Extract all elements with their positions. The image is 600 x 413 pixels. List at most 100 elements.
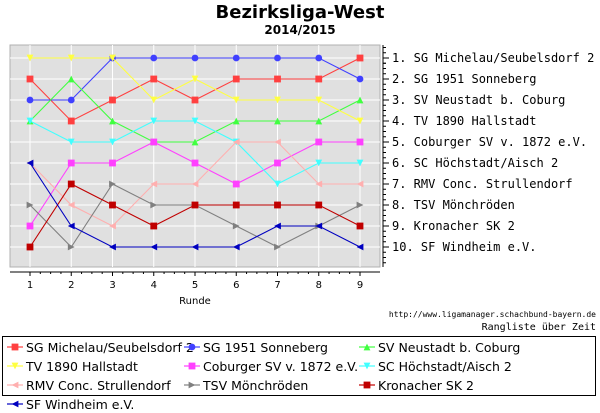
data-point bbox=[315, 138, 323, 146]
y-tick-label: 6. SC Höchstadt/Aisch 2 bbox=[392, 156, 558, 170]
legend-marker bbox=[11, 343, 19, 351]
legend-swatch bbox=[359, 381, 375, 389]
data-point bbox=[150, 180, 158, 188]
legend-swatch bbox=[7, 400, 23, 408]
data-point bbox=[274, 75, 281, 83]
series-3 bbox=[26, 75, 364, 146]
data-point bbox=[315, 54, 323, 62]
legend-label: TSV Mönchröden bbox=[203, 377, 309, 393]
data-point bbox=[67, 54, 75, 62]
data-point bbox=[109, 96, 116, 104]
data-point bbox=[356, 138, 364, 146]
x-tick-label: 2 bbox=[68, 280, 74, 291]
data-point bbox=[67, 201, 75, 209]
data-point bbox=[315, 222, 323, 230]
data-point bbox=[356, 96, 364, 104]
data-point bbox=[67, 138, 75, 146]
data-point bbox=[191, 201, 199, 209]
rank-chart: 1. SG Michelau/Seubelsdorf 2 2. SG 1951 S… bbox=[9, 44, 594, 307]
y-tick-label: 1. SG Michelau/Seubelsdorf 2 bbox=[392, 51, 594, 65]
series-lines bbox=[26, 54, 364, 251]
legend-item: Coburger SV v. 1872 e.V. bbox=[184, 357, 358, 375]
x-tick-label: 4 bbox=[151, 280, 157, 291]
series-4 bbox=[26, 54, 364, 125]
legend-label: RMV Conc. Strullendorf bbox=[26, 377, 171, 393]
data-point bbox=[315, 159, 323, 167]
legend-label: SF Windheim e.V. bbox=[26, 396, 135, 412]
data-point bbox=[274, 96, 281, 104]
data-point bbox=[109, 180, 116, 188]
legend-item: TSV Mönchröden bbox=[184, 376, 308, 394]
data-point bbox=[26, 117, 34, 125]
series-10 bbox=[26, 159, 364, 251]
legend-item: SG 1951 Sonneberg bbox=[184, 338, 328, 356]
data-point bbox=[356, 201, 364, 209]
data-point bbox=[191, 54, 199, 62]
data-point bbox=[109, 222, 116, 230]
data-point bbox=[67, 243, 75, 251]
legend-label: Coburger SV v. 1872 e.V. bbox=[203, 358, 359, 374]
x-tick-label: 5 bbox=[192, 280, 198, 291]
data-point bbox=[356, 180, 364, 188]
legend-swatch bbox=[7, 343, 23, 351]
source-url: http://www.ligamanager.schachbund-bayern… bbox=[388, 310, 596, 319]
data-point bbox=[315, 201, 323, 209]
data-point bbox=[67, 180, 75, 188]
x-tick-label: 9 bbox=[357, 280, 363, 291]
axes: 1. SG Michelau/Seubelsdorf 2 2. SG 1951 S… bbox=[10, 45, 594, 291]
data-point bbox=[274, 138, 281, 146]
data-point bbox=[232, 180, 240, 188]
data-point bbox=[191, 96, 199, 104]
data-point bbox=[274, 54, 281, 62]
x-tick-label: 1 bbox=[27, 280, 33, 291]
data-point bbox=[232, 117, 240, 125]
data-point bbox=[274, 243, 281, 251]
data-point bbox=[191, 117, 199, 125]
data-point bbox=[67, 96, 75, 104]
chart-caption: Rangliste über Zeit bbox=[481, 322, 596, 333]
legend-swatch bbox=[184, 381, 200, 389]
series-2 bbox=[26, 54, 364, 104]
legend-item: SC Höchstadt/Aisch 2 bbox=[359, 357, 512, 375]
data-point bbox=[232, 243, 240, 251]
data-point bbox=[232, 222, 240, 230]
legend-label: Kronacher SK 2 bbox=[378, 377, 474, 393]
data-point bbox=[150, 96, 158, 104]
y-tick-label: 8. TSV Mönchröden bbox=[392, 198, 515, 212]
data-point bbox=[67, 222, 75, 230]
legend-label: SG 1951 Sonneberg bbox=[203, 339, 328, 355]
data-point bbox=[109, 243, 116, 251]
chart-title: Bezirksliga-West bbox=[215, 2, 385, 23]
y-tick-label: 9. Kronacher SK 2 bbox=[392, 219, 515, 233]
legend-swatch bbox=[184, 362, 200, 370]
data-point bbox=[274, 180, 281, 188]
series-7 bbox=[26, 138, 364, 230]
data-point bbox=[232, 138, 240, 146]
legend-item: SF Windheim e.V. bbox=[7, 395, 134, 413]
data-point bbox=[150, 222, 158, 230]
legend-swatch bbox=[184, 343, 200, 351]
data-point bbox=[109, 201, 116, 209]
data-point bbox=[356, 117, 364, 125]
legend-label: TV 1890 Hallstadt bbox=[26, 358, 138, 374]
data-point bbox=[274, 117, 281, 125]
data-point bbox=[315, 96, 323, 104]
data-point bbox=[315, 117, 323, 125]
series-9 bbox=[26, 180, 364, 251]
legend-item: TV 1890 Hallstadt bbox=[7, 357, 138, 375]
data-point bbox=[232, 96, 240, 104]
data-point bbox=[26, 75, 34, 83]
data-point bbox=[356, 222, 364, 230]
y-tick-label: 5. Coburger SV v. 1872 e.V. bbox=[392, 135, 587, 149]
data-point bbox=[67, 75, 75, 83]
legend-marker bbox=[11, 362, 19, 370]
data-point bbox=[150, 243, 158, 251]
data-point bbox=[26, 243, 34, 251]
y-tick-label: 2. SG 1951 Sonneberg bbox=[392, 72, 537, 86]
data-point bbox=[109, 54, 116, 62]
data-point bbox=[191, 180, 199, 188]
legend-swatch bbox=[7, 362, 23, 370]
legend-marker bbox=[188, 343, 196, 351]
data-point bbox=[150, 201, 158, 209]
data-point bbox=[356, 75, 364, 83]
